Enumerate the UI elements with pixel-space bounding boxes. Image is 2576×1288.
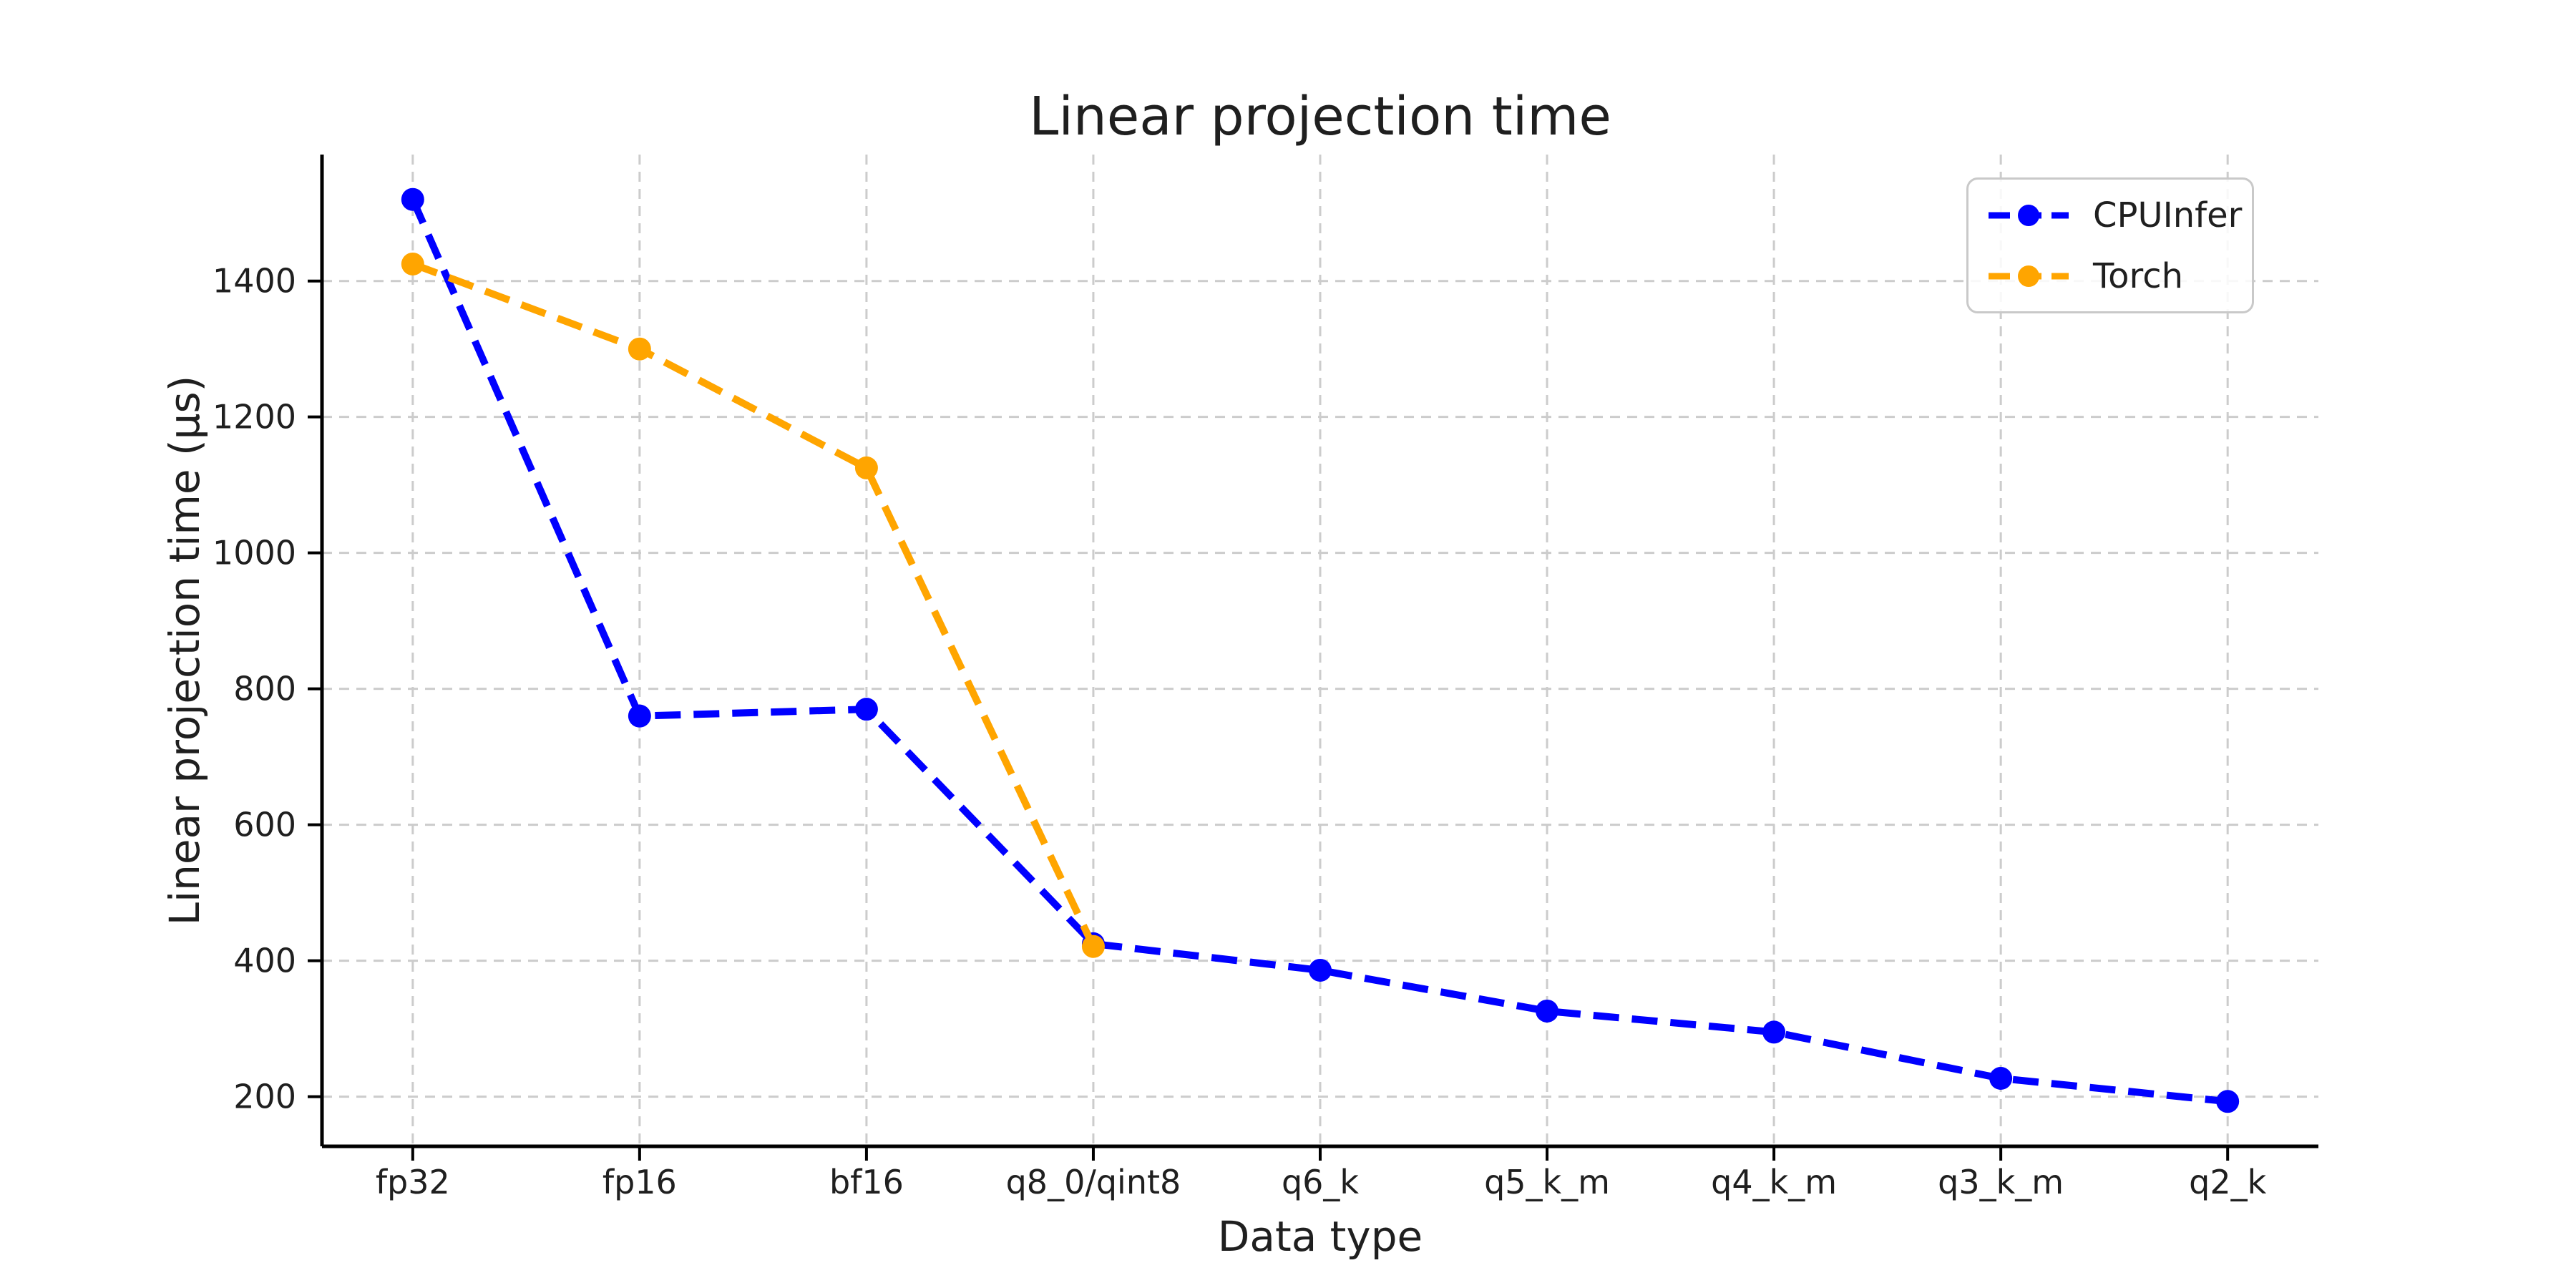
x-tick-label: q8_0/qint8: [1006, 1163, 1181, 1201]
marker-cpuinfer: [1536, 999, 1559, 1023]
x-tick-label: q5_k_m: [1484, 1163, 1610, 1201]
legend-line-marker-torch: [1989, 265, 2069, 287]
x-tick-label: fp32: [376, 1163, 450, 1201]
marker-cpuinfer: [1989, 1067, 2013, 1091]
marker-cpuinfer: [854, 698, 878, 721]
marker-cpuinfer: [1762, 1020, 1786, 1044]
marker-torch: [628, 337, 651, 361]
marker-cpuinfer: [1309, 958, 1332, 982]
y-tick-label: 800: [233, 670, 296, 708]
x-tick-label: bf16: [829, 1163, 904, 1201]
chart-title: Linear projection time: [1029, 86, 1611, 147]
series-line-torch: [411, 260, 1097, 948]
x-tick-label: fp16: [602, 1163, 677, 1201]
y-axis-label: Linear projection time (μs): [160, 375, 209, 926]
legend-item-cpuinfer: CPUInfer: [1986, 187, 2242, 243]
legend-label-torch: Torch: [2093, 255, 2184, 296]
x-tick-label: q4_k_m: [1711, 1163, 1837, 1201]
marker-torch: [401, 252, 424, 275]
marker-torch: [854, 456, 878, 479]
x-tick-label: q6_k: [1282, 1163, 1359, 1201]
x-axis-label: Data type: [1217, 1212, 1423, 1261]
marker-cpuinfer: [2216, 1090, 2240, 1113]
marker-cpuinfer: [628, 704, 651, 728]
y-tick-label: 600: [233, 806, 296, 844]
y-tick-label: 200: [233, 1078, 296, 1116]
legend: CPUInfer Torch: [1966, 177, 2254, 313]
x-tick-label: q2_k: [2189, 1163, 2266, 1201]
y-tick-label: 400: [233, 942, 296, 980]
legend-label-cpuinfer: CPUInfer: [2093, 195, 2243, 235]
y-tick-label: 1400: [213, 262, 296, 301]
x-tick-label: q3_k_m: [1938, 1163, 2064, 1201]
marker-cpuinfer: [401, 187, 424, 211]
legend-line-marker-cpuinfer: [1989, 204, 2069, 226]
y-tick-label: 1200: [213, 398, 296, 436]
y-tick-label: 1000: [213, 534, 296, 572]
series-line-cpuinfer: [409, 197, 2228, 1106]
legend-item-torch: Torch: [1986, 248, 2235, 304]
marker-torch: [1081, 935, 1105, 958]
